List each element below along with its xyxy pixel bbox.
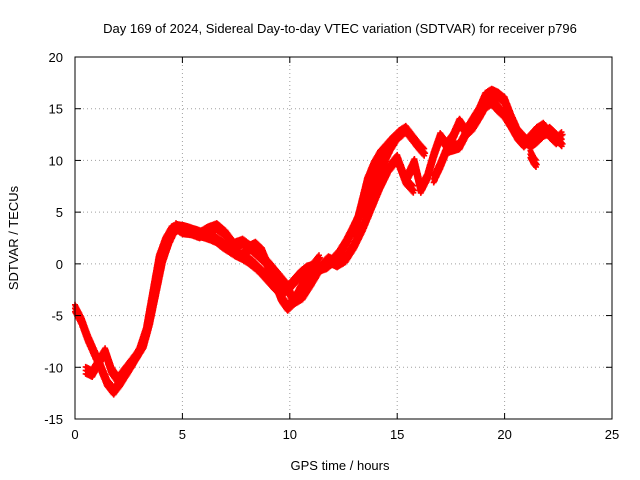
y-tick-label: -10 bbox=[44, 360, 63, 375]
data-series bbox=[72, 85, 566, 398]
y-axis-label: SDTVAR / TECUs bbox=[6, 185, 21, 290]
y-tick-label: 10 bbox=[49, 153, 63, 168]
y-tick-label: 20 bbox=[49, 50, 63, 65]
x-tick-label: 15 bbox=[390, 427, 404, 442]
x-tick-label: 0 bbox=[71, 427, 78, 442]
y-tick-label: -5 bbox=[51, 309, 63, 324]
series-trace bbox=[72, 125, 407, 398]
series-trace bbox=[239, 238, 323, 314]
series-trace bbox=[351, 122, 429, 240]
series-trace bbox=[430, 95, 566, 186]
data-points bbox=[239, 238, 323, 314]
x-axis-label: GPS time / hours bbox=[291, 458, 390, 473]
series-trace bbox=[527, 147, 540, 170]
chart-title: Day 169 of 2024, Sidereal Day-to-day VTE… bbox=[103, 21, 577, 36]
x-tick-label: 5 bbox=[179, 427, 186, 442]
plot-frame bbox=[74, 56, 613, 420]
data-points bbox=[430, 95, 566, 186]
x-tick-label: 10 bbox=[283, 427, 297, 442]
x-tick-label: 25 bbox=[605, 427, 619, 442]
axis-ticks: 0 5 10 15 20 25 -15 -10 -5 0 5 10 15 20 bbox=[44, 50, 619, 442]
y-tick-label: 15 bbox=[49, 102, 63, 117]
data-points bbox=[72, 125, 407, 398]
data-points bbox=[527, 147, 540, 170]
y-tick-label: -15 bbox=[44, 412, 63, 427]
x-tick-label: 20 bbox=[497, 427, 511, 442]
y-tick-label: 5 bbox=[56, 205, 63, 220]
data-points bbox=[351, 122, 429, 240]
y-tick-label: 0 bbox=[56, 257, 63, 272]
